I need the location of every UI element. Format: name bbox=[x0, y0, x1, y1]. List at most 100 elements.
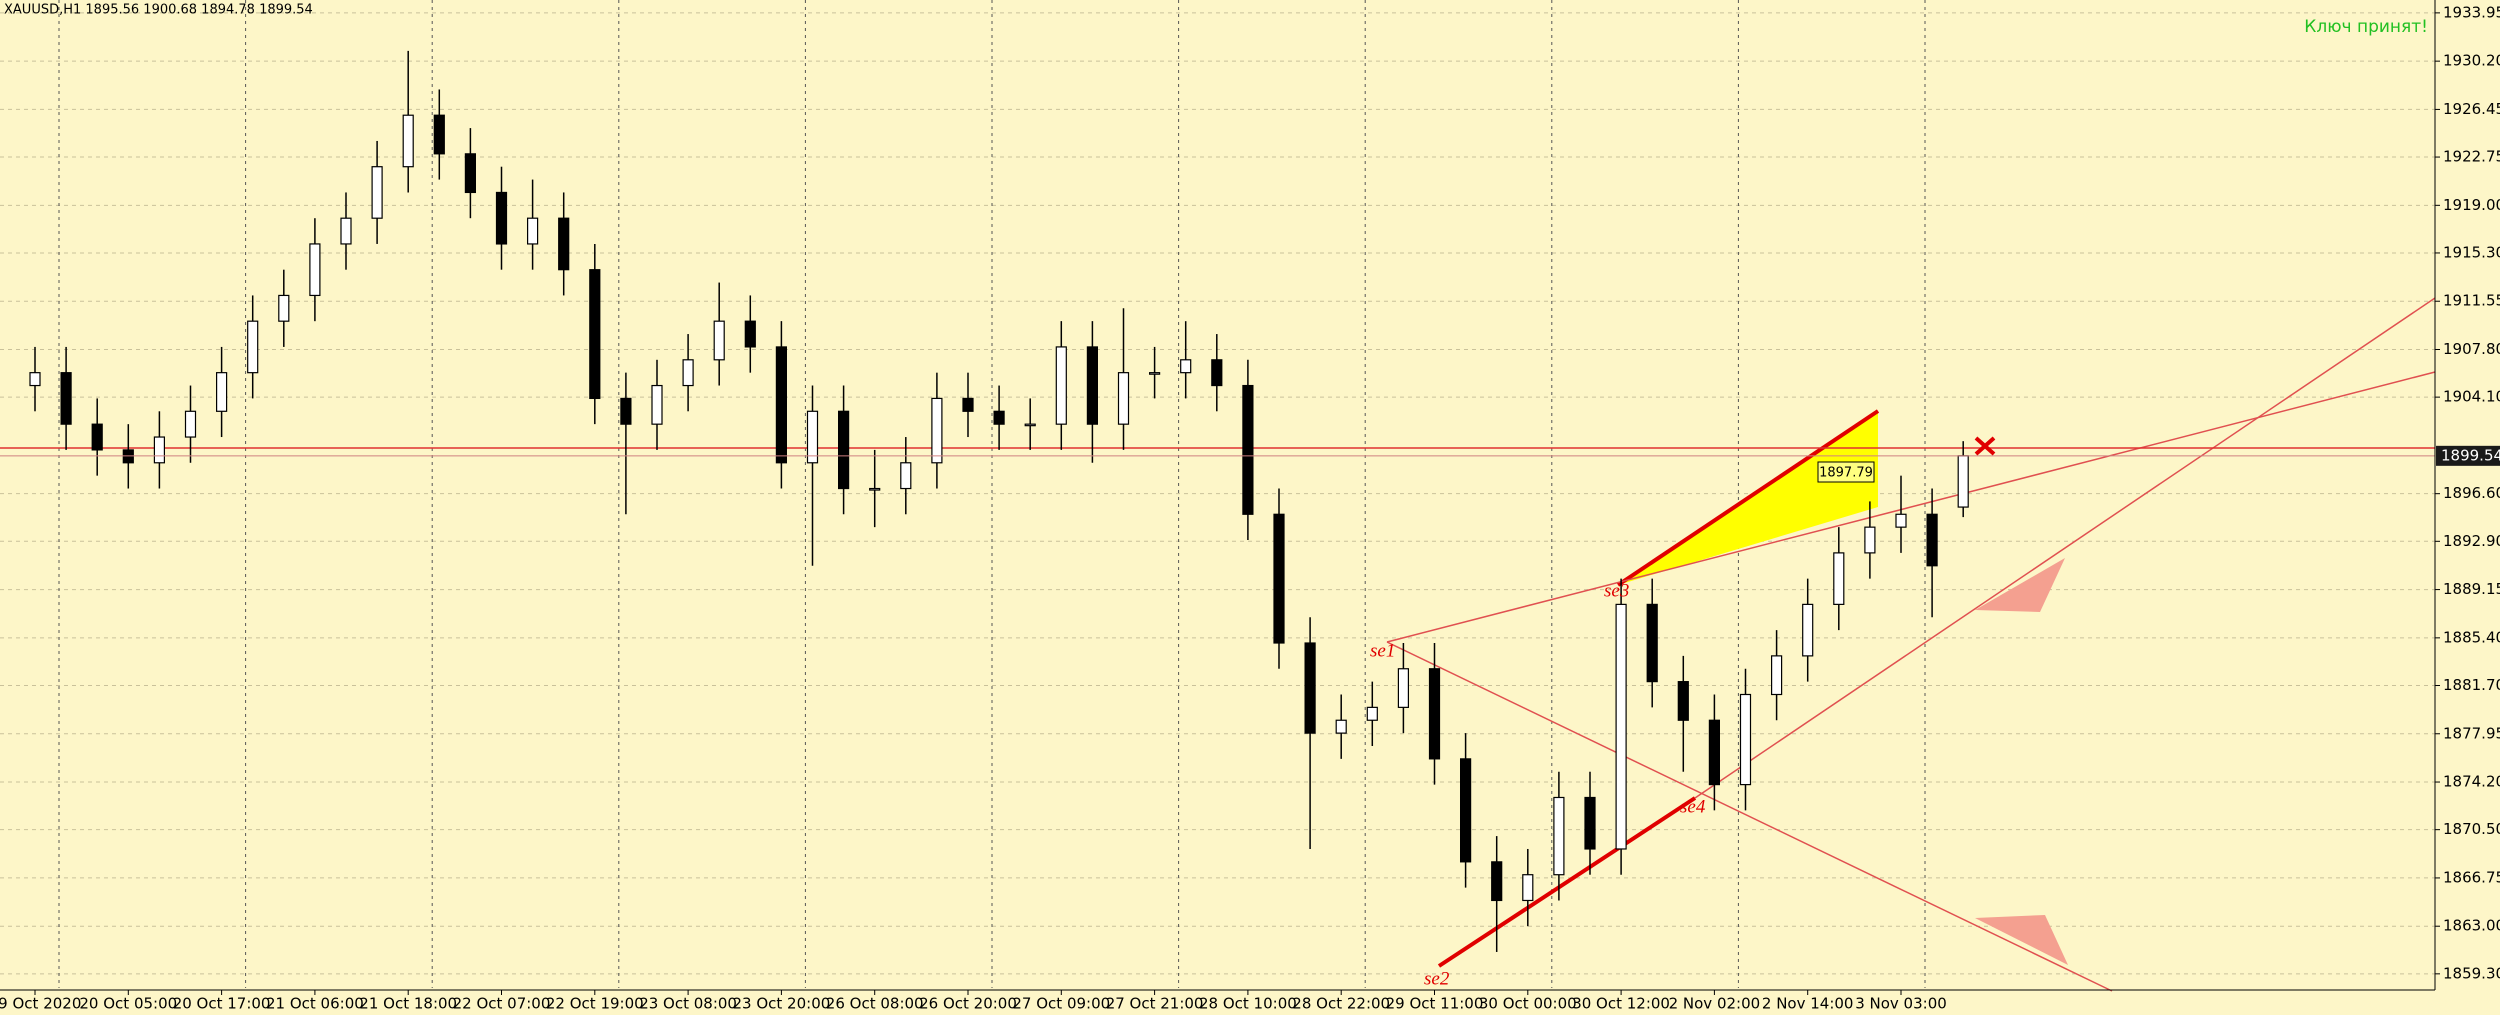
candle-body bbox=[931, 397, 943, 464]
candle-body bbox=[1273, 513, 1285, 644]
candle-body bbox=[1055, 346, 1067, 425]
candle-body bbox=[278, 294, 290, 322]
candle-body bbox=[1957, 455, 1969, 508]
x-tick-label: 27 Oct 09:00 bbox=[1012, 995, 1110, 1013]
candle-body bbox=[1304, 642, 1316, 734]
candle-body bbox=[1148, 372, 1161, 375]
trend-line bbox=[1616, 409, 1880, 587]
y-tick-label: 1859.30 bbox=[2443, 964, 2500, 982]
close-mark[interactable] bbox=[1974, 436, 1996, 456]
candle-body bbox=[651, 384, 663, 425]
pattern-label: se2 bbox=[1424, 968, 1450, 989]
x-tick-label: 21 Oct 06:00 bbox=[266, 995, 364, 1013]
candle-body bbox=[153, 436, 165, 464]
candle-body bbox=[620, 397, 632, 425]
y-tick-label: 1885.40 bbox=[2443, 628, 2500, 646]
arrow bbox=[1975, 558, 2065, 612]
x-tick-label: 2 Nov 02:00 bbox=[1669, 995, 1761, 1013]
symbol-header: XAUUSD,H1 1895.56 1900.68 1894.78 1899.5… bbox=[4, 3, 313, 18]
candle-body bbox=[1677, 681, 1689, 721]
x-tick-label: 28 Oct 10:00 bbox=[1199, 995, 1297, 1013]
x-tick-label: 2 Nov 14:00 bbox=[1762, 995, 1854, 1013]
pattern-label: se3 bbox=[1604, 580, 1629, 601]
candle-body bbox=[1366, 706, 1378, 721]
y-tick-label: 1904.10 bbox=[2443, 388, 2500, 406]
candle-body bbox=[340, 217, 352, 245]
candle-body bbox=[60, 372, 72, 425]
x-tick-label: 3 Nov 03:00 bbox=[1855, 995, 1947, 1013]
price-tag bbox=[1817, 461, 1875, 483]
candle-body bbox=[1024, 423, 1036, 427]
candle-body bbox=[1926, 513, 1938, 567]
candle-body bbox=[433, 114, 445, 155]
y-tick-label: 1889.15 bbox=[2443, 580, 2500, 598]
candle-body bbox=[1459, 758, 1472, 863]
candle-body bbox=[371, 166, 383, 219]
candle-body bbox=[1895, 513, 1907, 528]
trend-line bbox=[1437, 796, 1697, 968]
x-tick-label: 26 Oct 20:00 bbox=[919, 995, 1017, 1013]
y-tick-label: 1863.00 bbox=[2443, 917, 2500, 935]
candle-body bbox=[1615, 603, 1627, 850]
price-box-label: 1899.54 bbox=[2441, 446, 2500, 464]
candle-body bbox=[1428, 668, 1441, 760]
candle-body bbox=[713, 320, 725, 361]
candle-body bbox=[1335, 719, 1347, 734]
candle-body bbox=[1242, 384, 1254, 515]
trend-line bbox=[1386, 641, 2113, 992]
candle-body bbox=[184, 410, 197, 438]
x-tick-label: 28 Oct 22:00 bbox=[1292, 995, 1390, 1013]
drawings bbox=[0, 297, 2436, 992]
candle-body bbox=[247, 320, 259, 374]
x-tick-label: 22 Oct 19:00 bbox=[546, 995, 644, 1013]
x-tick-label: 23 Oct 20:00 bbox=[733, 995, 831, 1013]
candle-body bbox=[526, 217, 539, 245]
x-tick-label: 29 Oct 11:00 bbox=[1386, 995, 1484, 1013]
candle-body bbox=[1397, 668, 1410, 708]
candle-body bbox=[1770, 655, 1783, 696]
x-tick-label: 22 Oct 07:00 bbox=[453, 995, 551, 1013]
candle-body bbox=[837, 410, 850, 490]
price-tag-text: 1897.79 bbox=[1819, 466, 1873, 481]
candle-body bbox=[1522, 874, 1534, 902]
candle-body bbox=[900, 462, 912, 490]
x-tick-label: 26 Oct 08:00 bbox=[826, 995, 924, 1013]
pattern-label: se4 bbox=[1680, 796, 1706, 817]
candle-body bbox=[1584, 796, 1596, 850]
y-tick-label: 1874.20 bbox=[2443, 773, 2500, 791]
y-tick-label: 1907.80 bbox=[2443, 340, 2500, 358]
pattern-label: se1 bbox=[1370, 640, 1395, 661]
candle-body bbox=[464, 153, 476, 194]
y-tick-label: 1933.95 bbox=[2443, 3, 2500, 21]
candle-body bbox=[1802, 603, 1814, 657]
y-tick-label: 1911.55 bbox=[2443, 292, 2500, 310]
candle-body bbox=[1117, 372, 1130, 425]
candle-body bbox=[402, 114, 414, 168]
y-tick-label: 1892.90 bbox=[2443, 532, 2500, 550]
notice: Ключ принят! bbox=[2304, 17, 2428, 37]
trend-line bbox=[1694, 297, 2436, 799]
y-tick-label: 1881.70 bbox=[2443, 676, 2500, 694]
price-box bbox=[2436, 445, 2500, 466]
x-tick-label: 20 Oct 05:00 bbox=[79, 995, 177, 1013]
x-tick-label: 20 Oct 17:00 bbox=[173, 995, 271, 1013]
candle-body bbox=[682, 359, 694, 387]
y-tick-label: 1930.20 bbox=[2443, 52, 2500, 70]
y-tick-label: 1919.00 bbox=[2443, 196, 2500, 214]
candles bbox=[0, 50, 2435, 952]
candle-body bbox=[1553, 796, 1565, 876]
axis-labels: 1933.95 1930.20 1926.45 1922.75 1919.00 1915.… bbox=[0, 3, 2500, 1013]
y-tick-label: 1915.30 bbox=[2443, 243, 2500, 261]
x-tick-label: 21 Oct 18:00 bbox=[359, 995, 457, 1013]
y-tick-label: 1922.75 bbox=[2443, 148, 2500, 166]
y-tick-label: 1877.95 bbox=[2443, 724, 2500, 742]
candle-body bbox=[1864, 526, 1876, 554]
arrow bbox=[1975, 915, 2068, 965]
y-tick-label: 1870.50 bbox=[2443, 820, 2500, 838]
candle-body bbox=[122, 449, 134, 464]
candle-body bbox=[775, 346, 788, 464]
annotation-labels: se1 se2 se3 se4 1897.79 bbox=[1370, 461, 1875, 989]
y-tick-label: 1926.45 bbox=[2443, 100, 2500, 118]
candle-body bbox=[1739, 693, 1752, 786]
candle-body bbox=[1211, 359, 1223, 387]
